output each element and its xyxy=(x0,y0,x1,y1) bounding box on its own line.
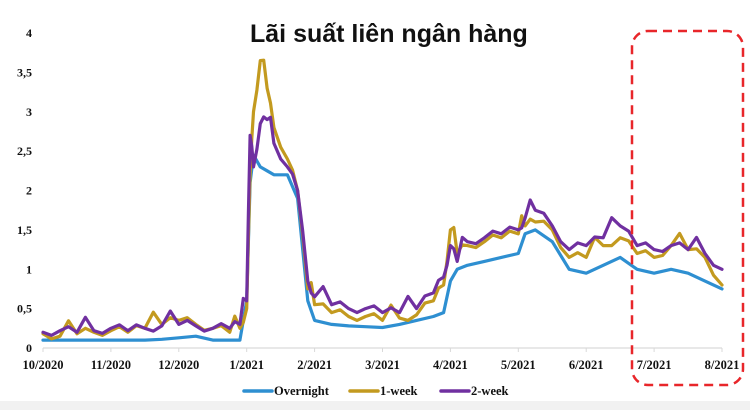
legend-label: 1-week xyxy=(380,384,418,398)
x-tick-label: 8/2021 xyxy=(705,358,740,372)
y-tick-label: 0,5 xyxy=(17,302,32,316)
x-tick-label: 3/2021 xyxy=(365,358,400,372)
legend-label: Overnight xyxy=(274,384,330,398)
x-tick-label: 6/2021 xyxy=(569,358,604,372)
legend: Overnight 1-week 2-week xyxy=(242,384,509,398)
x-tick-label: 5/2021 xyxy=(501,358,536,372)
y-tick-label: 0 xyxy=(26,341,32,355)
x-tick-label: 1/2021 xyxy=(229,358,264,372)
x-tick-label: 12/2020 xyxy=(158,358,199,372)
x-tick-label: 2/2021 xyxy=(297,358,332,372)
x-tick-label: 4/2021 xyxy=(433,358,468,372)
one-week-line xyxy=(41,58,724,341)
x-tick-label: 7/2021 xyxy=(637,358,672,372)
y-tick-label: 2 xyxy=(26,184,32,198)
series-lines xyxy=(41,58,724,342)
x-tick-label: 10/2020 xyxy=(23,358,64,372)
y-tick-label: 4 xyxy=(26,26,32,40)
x-tick-label: 11/2020 xyxy=(91,358,131,372)
highlight-box xyxy=(630,29,745,387)
two-week-line xyxy=(41,115,724,337)
y-tick-label: 1 xyxy=(26,262,32,276)
axes: 0 0,5 1 1,5 2 2,5 3 3,5 4 10/2020 11/2020 12/2020 1/… xyxy=(17,26,739,372)
y-tick-label: 2,5 xyxy=(17,144,32,158)
y-tick-label: 1,5 xyxy=(17,223,32,237)
legend-label: 2-week xyxy=(471,384,509,398)
y-tick-label: 3 xyxy=(26,105,32,119)
overnight-line xyxy=(41,153,724,342)
chart-title: Lãi suất liên ngân hàng xyxy=(250,20,528,48)
y-tick-label: 3,5 xyxy=(17,65,32,79)
footer-bar xyxy=(0,401,750,410)
